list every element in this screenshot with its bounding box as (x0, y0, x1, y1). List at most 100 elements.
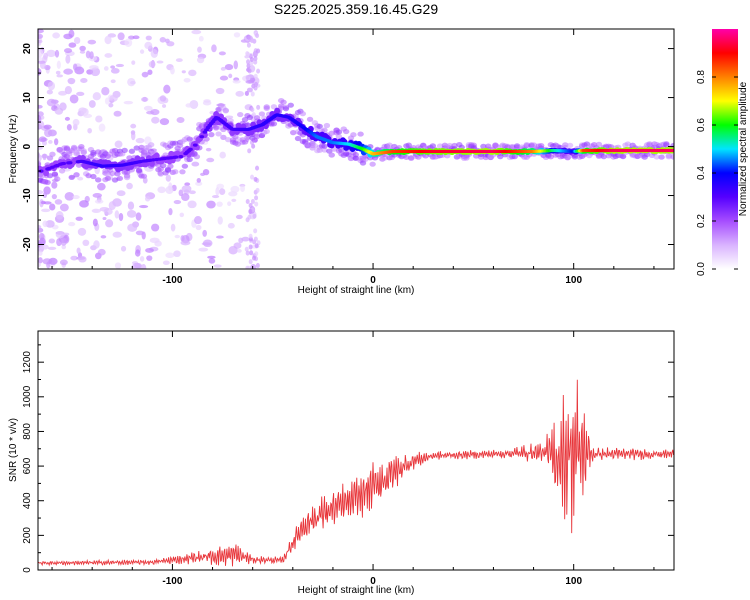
spectrogram-noise-mark (47, 246, 57, 251)
spectrogram-halo-mark (619, 153, 627, 160)
spectrogram-halo-mark (280, 99, 287, 105)
spectrogram-halo-mark (94, 177, 102, 183)
spectrogram-noise-mark (90, 67, 101, 77)
spectrogram-halo-mark (537, 143, 545, 149)
spectrogram-y-tick-label: 0 (22, 143, 33, 149)
spectrogram-noise-mark (39, 244, 49, 250)
spectrogram-noise-mark (103, 66, 109, 71)
spectrogram-noise-mark (255, 187, 260, 193)
spectrogram-noise-mark (94, 199, 104, 204)
spectrogram-noise-mark (130, 131, 136, 141)
spectrogram-noise-mark (235, 90, 245, 97)
spectrogram-noise-mark (194, 216, 202, 225)
spectrogram-halo-mark (270, 104, 278, 110)
spectrogram-noise-mark (65, 54, 71, 64)
spectrogram-halo-mark (287, 102, 294, 108)
snr-y-tick-label: 400 (22, 492, 33, 509)
spectrogram-noise-mark (174, 234, 181, 239)
spectrogram-noise-mark (135, 212, 142, 221)
spectrogram-noise-mark (144, 41, 153, 50)
spectrogram-peak-mark (192, 143, 198, 147)
spectrogram-noise-mark (143, 105, 153, 111)
colorbar-ticks: 0.0 0.2 0.4 0.6 0.8 (696, 70, 738, 276)
spectrogram-noise-mark (197, 46, 202, 53)
spectrogram-noise-mark (247, 148, 252, 154)
spectrogram-halo-mark (215, 131, 222, 137)
spectrogram-noise-mark (227, 222, 235, 229)
colorbar-label: Normalized spectral amplitude (738, 81, 749, 216)
spectrogram-noise-mark (159, 118, 170, 126)
spectrogram-noise-mark (255, 263, 260, 269)
spectrogram-noise-mark (83, 113, 93, 118)
spectrogram-noise-mark (64, 48, 73, 54)
spectrogram-noise-mark (139, 49, 145, 54)
spectrogram-noise-mark (178, 189, 184, 197)
spectrogram-noise-mark (59, 259, 68, 266)
spectrogram-noise-mark (207, 255, 216, 259)
spectrogram-noise-mark (93, 240, 100, 249)
spectrogram-noise-mark (116, 190, 126, 197)
spectrogram-halo-mark (352, 155, 359, 161)
spectrogram-halo-mark (509, 143, 516, 150)
snr-y-tick-label: 0 (22, 567, 33, 573)
spectrogram-noise-mark (231, 198, 237, 202)
spectrogram-noise-mark (195, 224, 202, 231)
spectrogram-noise-mark (250, 107, 255, 113)
spectrogram-noise-mark (145, 247, 154, 253)
spectrogram-halo-mark (670, 154, 674, 160)
spectrogram-halo-mark (234, 141, 242, 147)
spectrogram-noise-mark (53, 138, 59, 146)
spectrogram-noise-mark (150, 49, 158, 58)
spectrogram-noise-mark (76, 91, 85, 97)
snr-y-tick-label: 1000 (22, 385, 33, 408)
spectrogram-noise-mark (163, 84, 171, 94)
spectrogram-noise-mark (183, 77, 191, 83)
spectrogram-noise-mark (41, 208, 51, 213)
spectrogram-noise-mark (185, 103, 193, 108)
spectrogram-halo-mark (321, 147, 328, 153)
colorbar-tick-label: 0.8 (696, 70, 707, 84)
spectrogram-noise-mark (219, 75, 229, 81)
snr-series-line (38, 379, 674, 567)
spectrogram-noise-mark (46, 49, 57, 58)
spectrogram-noise-mark (246, 63, 251, 69)
spectrogram-noise-mark (230, 185, 240, 193)
spectrogram-halo-mark (282, 106, 290, 112)
spectrogram-halo-mark (299, 111, 307, 117)
spectrogram-noise-mark (209, 110, 215, 115)
spectrogram-noise-mark (253, 59, 258, 65)
spectrogram-peak-mark (199, 135, 205, 139)
spectrogram-halo-mark (335, 129, 343, 135)
snr-y-tick-label: 200 (22, 527, 33, 544)
spectrogram-noise-mark (253, 85, 258, 91)
spectrogram-noise-mark (77, 176, 84, 181)
spectrogram-noise-mark (254, 195, 259, 201)
spectrogram-halo-mark (85, 173, 92, 179)
spectrogram-noise-mark (38, 60, 46, 64)
spectrogram-noise-mark (252, 255, 257, 261)
spectrogram-noise-mark (51, 181, 58, 189)
spectrogram-noise-mark (42, 153, 47, 161)
spectrogram-noise-mark (224, 64, 234, 71)
spectrogram-noise-mark (130, 123, 137, 129)
spectrogram-noise-mark (42, 220, 48, 228)
spectrogram-ridge-mark (79, 154, 86, 162)
spectrogram-halo-mark (513, 144, 521, 150)
spectrogram-halo-mark (186, 156, 193, 163)
spectrogram-x-label: Height of straight line (km) (298, 285, 415, 296)
spectrogram-noise-mark (38, 39, 43, 44)
snr-x-axis: -100 0 100 (51, 331, 655, 587)
snr-x-tick-label: 100 (565, 576, 582, 587)
spectrogram-halo-mark (436, 143, 444, 149)
spectrogram-halo-mark (357, 131, 364, 137)
spectrogram-noise-mark (219, 151, 226, 159)
spectrogram-noise-mark (115, 63, 125, 68)
spectrogram-peak-mark (188, 147, 193, 151)
spectrogram-noise-mark (173, 199, 182, 205)
spectrogram-halo-mark (208, 132, 215, 138)
spectrogram-noise-mark (188, 69, 197, 77)
spectrogram-noise-mark (151, 223, 160, 232)
spectrogram-noise-mark (165, 174, 172, 182)
spectrogram-noise-mark (104, 97, 110, 105)
